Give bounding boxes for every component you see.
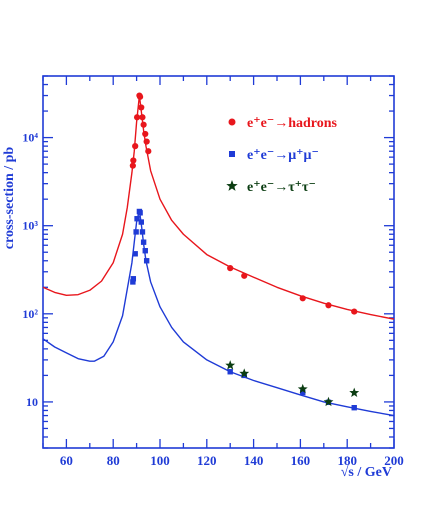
plot-frame [42, 75, 395, 449]
hadrons-point [139, 114, 146, 121]
hadrons-point [241, 272, 248, 279]
legend-marker-hadrons [228, 118, 236, 126]
hadrons-point [140, 121, 147, 128]
y-tick-label: 10³ [22, 219, 38, 233]
tau-point [239, 368, 250, 378]
x-tick-label: 60 [60, 453, 73, 468]
fit-curve-hadrons [42, 94, 395, 320]
legend-marker-muon [229, 151, 235, 157]
muon-point [130, 276, 137, 282]
x-axis-label: √s / GeV [341, 465, 392, 480]
legend-label-muon: e⁺e⁻→μ⁺μ⁻ [247, 148, 319, 163]
data-points [129, 92, 360, 411]
y-axis-label: cross-section / pb [2, 147, 17, 250]
hadrons-point [325, 302, 332, 309]
x-tick-label: 180 [337, 453, 357, 468]
tau-point [297, 383, 308, 394]
muon-point [133, 229, 139, 235]
muon-point [139, 229, 146, 235]
muon-point [300, 389, 306, 396]
hadrons-point [351, 308, 358, 315]
legend-label-hadrons: e⁺e⁻→hadrons [247, 116, 338, 131]
muon-point [227, 369, 233, 375]
hadrons-point [138, 104, 145, 111]
hadrons-point [129, 162, 136, 169]
muon-point [134, 216, 140, 222]
legend-label-tau: e⁺e⁻→τ⁺τ⁻ [247, 180, 316, 195]
y-tick-label: 10⁴ [22, 131, 38, 145]
muon-point [132, 251, 138, 257]
hadrons-point [299, 295, 306, 302]
y-tick-label: 10² [22, 307, 38, 321]
x-tick-label: 160 [291, 453, 311, 468]
x-tick-label: 120 [197, 453, 217, 468]
hadrons-point [143, 138, 150, 145]
tau-point [349, 387, 360, 397]
muon-point [130, 279, 136, 285]
muon-point [351, 404, 357, 411]
legend: e⁺e⁻→hadrons e⁺e⁻→μ⁺μ⁻ e⁺e⁻→τ⁺τ⁻ [226, 116, 338, 195]
muon-point [140, 239, 147, 245]
y-tick-label: 10 [26, 395, 38, 409]
hadrons-point [142, 130, 149, 138]
fit-curves [42, 94, 395, 417]
hadrons-point [132, 143, 139, 150]
x-tick-label: 80 [107, 453, 120, 468]
tau-point [323, 396, 334, 407]
x-tick-label: 200 [384, 453, 404, 468]
hadrons-point [145, 148, 152, 155]
x-tick-label: 100 [150, 453, 170, 468]
muon-point [142, 248, 148, 254]
fit-curve-muons [42, 210, 395, 417]
tau-point [225, 360, 236, 370]
muon-point [143, 258, 150, 264]
axis-ticks: 60 80 100 120 140 160 180 200 10 10² 10³ 10⁴ [22, 75, 404, 468]
legend-marker-tau [226, 180, 238, 191]
hadrons-point [130, 157, 137, 164]
x-tick-label: 140 [244, 453, 264, 468]
hadrons-point [227, 265, 234, 272]
hadrons-point [133, 114, 141, 121]
muon-point [137, 210, 143, 216]
hadrons-point [137, 93, 144, 100]
muon-point [138, 219, 144, 225]
